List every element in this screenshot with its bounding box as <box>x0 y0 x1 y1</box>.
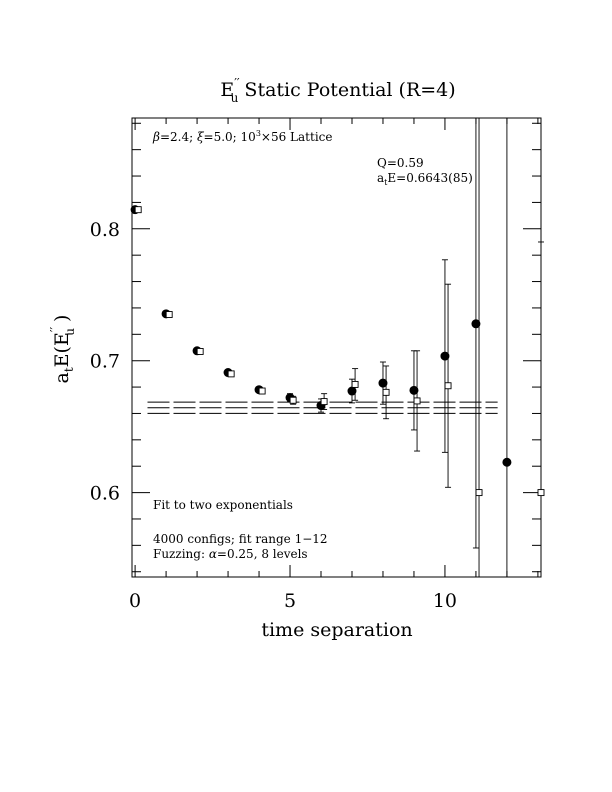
fit-result-annotation: atE=0.6643(85) <box>377 171 473 187</box>
open-square-point <box>444 382 452 390</box>
filled-circle-point <box>471 319 481 329</box>
x-axis-label: time separation <box>261 619 412 641</box>
open-square-point <box>258 387 266 395</box>
filled-circle-point <box>378 378 388 388</box>
open-square-point <box>134 206 142 214</box>
filled-circle-point <box>347 386 357 396</box>
open-square-point <box>413 397 421 405</box>
open-square-point <box>320 398 328 406</box>
open-square-point <box>165 311 173 318</box>
y-tick-label: 0.7 <box>90 351 120 373</box>
filled-circle-point <box>409 385 419 395</box>
open-square-point <box>196 348 204 355</box>
open-square-point <box>289 396 297 404</box>
open-square-point <box>351 380 359 388</box>
filled-circle-point <box>502 457 512 467</box>
x-tick-label: 0 <box>129 590 141 612</box>
x-tick-label: 10 <box>433 590 457 612</box>
lattice-annotation: β=2.4; ξ=5.0; 103×56 Lattice <box>152 129 332 144</box>
data-points <box>130 205 545 497</box>
x-tick-label: 5 <box>284 590 296 612</box>
axis-ticks <box>132 118 541 577</box>
fuzzing-annotation: Fuzzing: α=0.25, 8 levels <box>153 547 308 561</box>
y-tick-labels: 0.6 0.7 0.8 <box>90 219 120 505</box>
q-value-annotation: Q=0.59 <box>377 156 424 170</box>
chart-title: E′′ u Static Potential (R=4) <box>220 76 455 105</box>
open-square-point <box>382 388 390 396</box>
open-square-point <box>475 489 483 497</box>
y-axis-label: atE(E′′u ) <box>48 315 77 384</box>
y-tick-label: 0.8 <box>90 219 120 241</box>
configs-annotation: 4000 configs; fit range 1−12 <box>153 532 328 546</box>
open-square-point <box>227 370 235 378</box>
x-tick-labels: 0 5 10 <box>129 590 457 612</box>
filled-circle-point <box>440 351 450 361</box>
fit-description: Fit to two exponentials <box>153 498 293 512</box>
open-square-point <box>537 489 545 497</box>
y-tick-label: 0.6 <box>90 483 120 505</box>
